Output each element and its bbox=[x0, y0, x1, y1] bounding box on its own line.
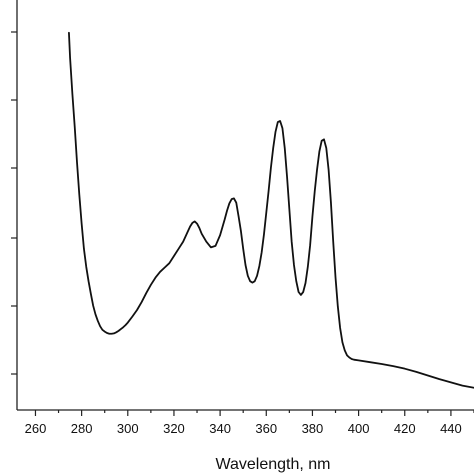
x-tick-labels: 260 280 300 320 340 360 380 400 420 440 bbox=[25, 421, 462, 436]
x-axis-title: Wavelength, nm bbox=[215, 456, 330, 473]
x-ticks bbox=[34, 410, 474, 416]
x-tick-label-260: 260 bbox=[25, 421, 47, 436]
x-tick-label-340: 340 bbox=[209, 421, 231, 436]
x-tick-label-320: 320 bbox=[163, 421, 185, 436]
x-tick-label-280: 280 bbox=[71, 421, 93, 436]
x-tick-label-360: 360 bbox=[255, 421, 277, 436]
plot-area bbox=[68, 31, 474, 389]
x-tick-label-300: 300 bbox=[117, 421, 139, 436]
x-tick-label-420: 420 bbox=[394, 421, 416, 436]
spectrum-line-0 bbox=[68, 31, 474, 389]
x-tick-label-440: 440 bbox=[440, 421, 462, 436]
x-tick-label-380: 380 bbox=[302, 421, 324, 436]
y-axis bbox=[11, 0, 18, 410]
x-tick-label-400: 400 bbox=[348, 421, 370, 436]
